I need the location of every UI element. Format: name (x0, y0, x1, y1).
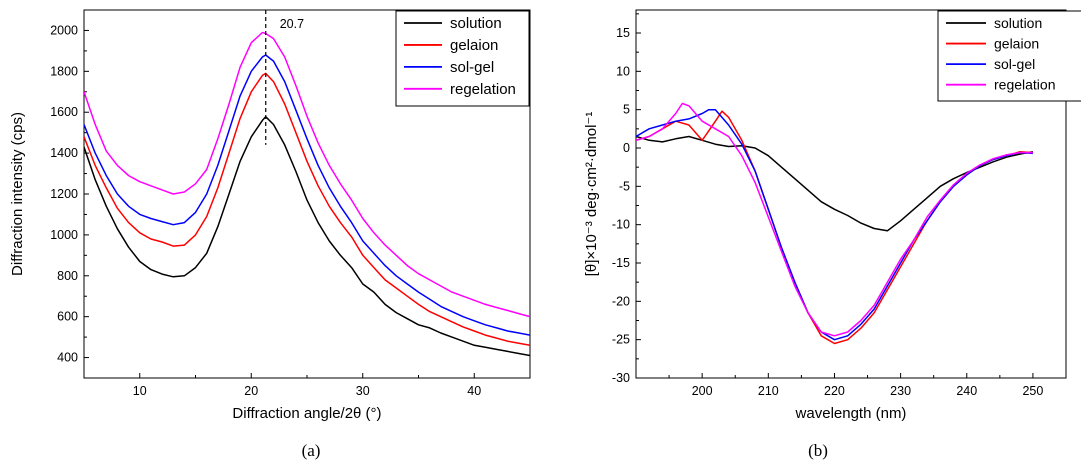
x-tick-label: 240 (956, 384, 977, 398)
chart-panel-a: 10 20 30 40 400 600 800 1000 1200 1400 1600 1800 200… (9, 9, 531, 460)
y-tick-label: -5 (619, 179, 630, 193)
x-tick-label: 10 (133, 384, 147, 398)
y-tick-label: 600 (57, 310, 78, 324)
panel-caption: (b) (808, 441, 828, 460)
series-line-solution (636, 135, 1034, 232)
x-tick-label: 210 (758, 384, 779, 398)
y-axis-label: [θ]×10⁻³ deg·cm²·dmol⁻¹ (583, 112, 600, 277)
x-tick-label: 230 (890, 384, 911, 398)
y-tick-label: 1600 (50, 105, 78, 119)
legend-label-sol-gel: sol-gel (994, 56, 1035, 72)
legend-box (395, 10, 530, 107)
legend-label-regelation: regelation (994, 77, 1056, 93)
series-line-sol-gel (636, 108, 1033, 341)
y-tick-label: -20 (612, 294, 630, 308)
series-line-regelation (84, 31, 530, 318)
y-axis-label: Diffraction intensity (cps) (9, 112, 26, 276)
x-axis-label: Diffraction angle/2θ (°) (232, 405, 381, 422)
legend-label-regelation: regelation (450, 81, 516, 98)
legend-label-gelaion: gelaion (450, 37, 498, 54)
x-tick-label: 200 (692, 384, 713, 398)
plot-frame (635, 9, 1067, 379)
y-tick-label: 10 (616, 64, 630, 78)
x-tick-label: 40 (467, 384, 481, 398)
y-tick-label: -30 (612, 371, 630, 385)
y-tick-label: -25 (612, 333, 630, 347)
x-tick-label: 20 (244, 384, 258, 398)
legend-label-solution: solution (450, 15, 502, 32)
series-line-regelation (636, 102, 1033, 337)
y-tick-label: 800 (57, 269, 78, 283)
legend-label-gelaion: gelaion (994, 36, 1039, 52)
legend-label-sol-gel: sol-gel (450, 59, 494, 76)
y-tick-label: -15 (612, 256, 630, 270)
y-tick-label: 1000 (50, 228, 78, 242)
y-tick-label: 5 (623, 103, 630, 117)
y-tick-label: 1800 (50, 64, 78, 78)
series-line-solution (84, 115, 530, 357)
legend-label-solution: solution (994, 15, 1042, 31)
y-tick-label: 0 (623, 141, 630, 155)
panel-caption: (a) (302, 441, 321, 460)
y-tick-label: 2000 (50, 23, 78, 37)
y-tick-label: -10 (612, 218, 630, 232)
y-tick-label: 1400 (50, 146, 78, 160)
series-line-sol-gel (84, 54, 530, 336)
series-line-gelaion (84, 72, 530, 347)
legend-box (937, 10, 1081, 102)
y-tick-label: 400 (57, 351, 78, 365)
y-tick-label: 15 (616, 26, 630, 40)
x-tick-label: 250 (1022, 384, 1043, 398)
peak-annotation-label: 20.7 (280, 17, 304, 31)
x-axis-label: wavelength (nm) (795, 405, 907, 422)
y-tick-label: 1200 (50, 187, 78, 201)
chart-panel-b: 200 210 220 230 240 250 -30 -25 -20 -15 -10 -5 0 5 10 1… (583, 9, 1081, 460)
x-tick-label: 30 (356, 384, 370, 398)
series-line-gelaion (636, 110, 1033, 345)
x-tick-label: 220 (824, 384, 845, 398)
